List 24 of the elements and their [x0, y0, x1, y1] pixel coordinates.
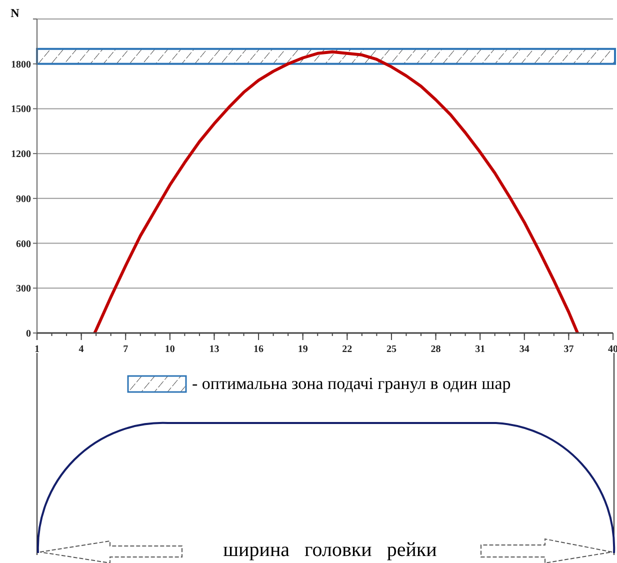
x-tick-label: 34: [519, 344, 530, 355]
x-tick-label: 37: [564, 344, 574, 355]
x-tick-label: 19: [298, 344, 308, 355]
x-tick-label: 16: [254, 344, 264, 355]
x-tick-label: 4: [78, 344, 84, 355]
y-tick-label: 300: [16, 284, 31, 295]
y-axis-title: N: [10, 6, 20, 20]
x-tick-label: 22: [342, 344, 352, 355]
x-tick-label: 31: [475, 344, 486, 355]
x-tick-label: 7: [123, 344, 128, 355]
y-tick-label: 900: [16, 194, 31, 205]
line-series: [93, 50, 580, 334]
x-tick-label: 10: [164, 344, 175, 355]
y-tick-label: 1200: [11, 149, 31, 160]
x-tick-label: 28: [430, 344, 441, 355]
y-tick-label: 0: [26, 328, 31, 340]
y-tick-label: 1500: [11, 104, 31, 116]
x-tick-label: 25: [386, 344, 396, 355]
legend-label: - оптимальна зона подачі гранул в один шар: [192, 374, 511, 393]
x-tick-label: 13: [209, 344, 220, 355]
text: ширина головки рейки: [223, 539, 438, 561]
y-tick-label: 1800: [11, 59, 31, 70]
x-tick-label: 1: [34, 344, 40, 355]
y-tick-label: 600: [16, 238, 31, 250]
